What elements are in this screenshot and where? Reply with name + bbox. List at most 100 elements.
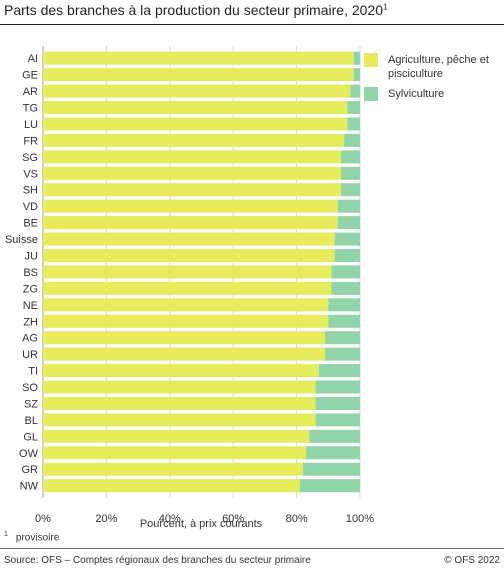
bar-sylviculture: [328, 314, 360, 328]
bar-sylviculture: [334, 249, 360, 262]
x-tick-label: 80%: [286, 513, 308, 525]
category-label: OW: [19, 448, 39, 460]
bar-agriculture: [43, 249, 335, 262]
bar-sylviculture: [318, 364, 360, 378]
bar-agriculture: [43, 101, 348, 115]
legend-item-sylviculture: Sylviculture: [364, 87, 444, 101]
legend-label-agriculture: Agriculture, pêche et pisciculture: [388, 54, 489, 80]
bar-agriculture: [43, 68, 354, 82]
bar-agriculture: [43, 462, 303, 476]
bar-agriculture: [43, 446, 307, 460]
bar-sylviculture: [325, 347, 360, 361]
x-axis-ticks: 0% 20% 40% 60% 80% 100%: [35, 513, 374, 525]
bar-sylviculture: [299, 479, 360, 493]
bar-agriculture: [43, 298, 329, 312]
category-label: JU: [25, 251, 39, 263]
category-label: VD: [23, 201, 38, 213]
bar-sylviculture: [309, 429, 360, 443]
category-label: AR: [23, 86, 38, 98]
legend-item-agriculture: Agriculture, pêche et pisciculture: [364, 53, 502, 81]
bar-agriculture: [43, 347, 326, 361]
category-label: BL: [25, 415, 38, 427]
footnote: 1 provisoire: [4, 531, 60, 544]
bar-agriculture: [43, 51, 354, 65]
bar-sylviculture: [331, 265, 360, 279]
chart-title: Parts des branches à la production du se…: [4, 2, 388, 18]
category-label: BE: [23, 218, 38, 230]
category-label: TG: [23, 103, 38, 115]
bar-sylviculture: [325, 331, 360, 345]
footer-divider: [0, 548, 504, 549]
x-axis-label: Pourcent, à prix courants: [140, 518, 263, 530]
category-label: BS: [23, 267, 38, 279]
category-label: GL: [23, 431, 38, 443]
bar-sylviculture: [353, 68, 360, 82]
category-label: LU: [24, 119, 38, 131]
stacked-bar-chart: AI GE AR TG LU FR SG VS SH VD BE Suisse JU BS ZG NE ZH AG…: [5, 46, 374, 530]
bar-agriculture: [43, 380, 316, 394]
x-tick-label: 20%: [95, 513, 117, 525]
bar-sylviculture: [328, 298, 360, 312]
bar-sylviculture: [302, 462, 360, 476]
category-label: ZG: [23, 283, 38, 295]
category-label: SO: [22, 382, 38, 394]
category-label: VS: [23, 168, 38, 180]
bar-agriculture: [43, 396, 316, 410]
bar-sylviculture: [334, 232, 360, 246]
bar-sylviculture: [331, 281, 360, 295]
category-label: SG: [22, 152, 38, 164]
bar-agriculture: [43, 479, 300, 493]
category-label: SZ: [24, 398, 38, 410]
bar-sylviculture: [337, 216, 360, 230]
category-label: GE: [22, 70, 38, 82]
title-divider: [0, 24, 504, 25]
bar-sylviculture: [315, 396, 360, 410]
x-tick-label: 0%: [35, 513, 51, 525]
bar-sylviculture: [306, 446, 360, 460]
category-label: SH: [23, 185, 38, 197]
category-label: NW: [20, 481, 39, 493]
bar-agriculture: [43, 232, 335, 246]
category-label: AG: [22, 333, 38, 345]
bar-sylviculture: [315, 380, 360, 394]
bar-agriculture: [43, 429, 310, 443]
category-label: NE: [23, 300, 38, 312]
x-tick-label: 60%: [222, 513, 244, 525]
bar-sylviculture: [347, 101, 360, 115]
bar-sylviculture: [337, 199, 360, 213]
bar-agriculture: [43, 84, 351, 98]
category-labels: AI GE AR TG LU FR SG VS SH VD BE Suisse JU BS ZG NE ZH AG…: [5, 53, 39, 492]
legend-swatch-sylviculture: [364, 87, 378, 101]
source-note: Source: OFS – Comptes régionaux des bran…: [4, 555, 311, 566]
category-label: TI: [28, 366, 38, 378]
category-label: UR: [22, 349, 38, 361]
legend-label-sylviculture: Sylviculture: [388, 88, 445, 100]
bar-agriculture: [43, 117, 348, 131]
bar-sylviculture: [340, 166, 360, 180]
category-label: AI: [28, 53, 38, 65]
bar-sylviculture: [340, 183, 360, 197]
bar-agriculture: [43, 166, 341, 180]
bar-agriculture: [43, 199, 338, 213]
bar-agriculture: [43, 281, 332, 295]
bar-sylviculture: [340, 150, 360, 164]
bar-sylviculture: [344, 133, 360, 147]
category-label: FR: [23, 135, 38, 147]
bar-agriculture: [43, 364, 319, 378]
bar-agriculture: [43, 150, 341, 164]
copyright: © OFS 2022: [444, 555, 500, 566]
category-label: Suisse: [5, 234, 38, 246]
bar-agriculture: [43, 314, 329, 328]
bar-sylviculture: [350, 84, 360, 98]
legend-swatch-agriculture: [364, 53, 378, 67]
bar-agriculture: [43, 183, 341, 197]
category-label: ZH: [23, 316, 38, 328]
bar-sylviculture: [353, 51, 360, 65]
bar-agriculture: [43, 331, 326, 345]
bar-sylviculture: [315, 413, 360, 427]
bar-agriculture: [43, 216, 338, 230]
bar-agriculture: [43, 265, 332, 279]
category-label: GR: [22, 464, 39, 476]
x-tick-label: 40%: [159, 513, 181, 525]
bar-agriculture: [43, 413, 316, 427]
